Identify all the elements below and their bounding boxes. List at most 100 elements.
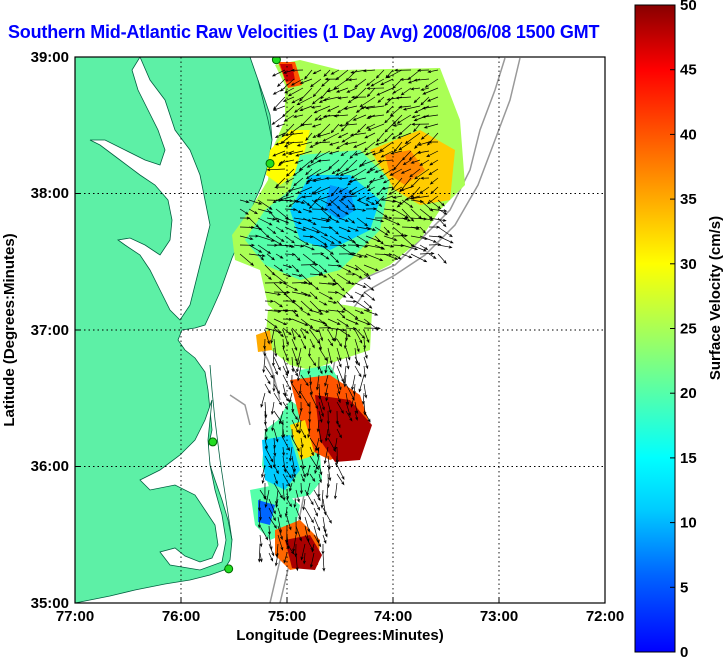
velocity-vector (345, 392, 350, 406)
velocity-vector (295, 150, 313, 157)
velocity-vector (401, 208, 415, 222)
velocity-vector (291, 329, 296, 341)
velocity-vector (338, 208, 349, 215)
velocity-vector (320, 208, 332, 219)
velocity-vector (345, 282, 356, 286)
velocity-vector (324, 356, 329, 374)
velocity-vector (347, 207, 358, 211)
velocity-vector (356, 208, 367, 212)
velocity-vector (402, 105, 421, 111)
velocity-vector (363, 141, 376, 151)
velocity-vector (326, 87, 340, 93)
velocity-vector (273, 392, 282, 406)
velocity-vector (365, 207, 378, 211)
velocity-vector (410, 186, 421, 199)
velocity-vector (311, 226, 329, 237)
velocity-vector (305, 132, 313, 141)
velocity-vector (272, 150, 286, 157)
velocity-vector (261, 464, 266, 478)
y-axis-label: Latitude (Degrees:Minutes) (1, 233, 18, 426)
velocity-vector (353, 141, 367, 148)
velocity-vector (282, 473, 291, 488)
velocity-vector (427, 140, 439, 144)
velocity-vector (257, 244, 272, 255)
velocity-vector (363, 326, 381, 330)
velocity-vector (345, 347, 351, 361)
velocity-vector (327, 329, 335, 342)
velocity-vector (365, 226, 377, 231)
velocity-vector (300, 123, 313, 127)
velocity-vector (336, 327, 351, 338)
velocity-vector (364, 150, 376, 156)
velocity-vector (295, 507, 301, 521)
velocity-vector (437, 244, 453, 249)
velocity-vector (264, 437, 268, 450)
velocity-vector (362, 69, 376, 73)
velocity-vector (392, 78, 403, 89)
velocity-vector (268, 516, 277, 529)
velocity-vector (345, 309, 359, 320)
velocity-vector (318, 309, 330, 313)
velocity-vector (329, 244, 347, 248)
velocity-vector (318, 291, 334, 300)
velocity-vector (313, 507, 318, 517)
velocity-vector (296, 356, 302, 373)
velocity-vector (345, 401, 351, 417)
velocity-vector (336, 392, 341, 404)
velocity-vector (273, 428, 279, 443)
velocity-vector (324, 383, 329, 397)
velocity-vector (299, 78, 313, 84)
velocity-vector (356, 199, 370, 206)
velocity-vector (336, 347, 342, 362)
colorbar-label: Surface Velocity (cm/s) (707, 216, 724, 380)
velocity-vector (248, 244, 263, 253)
velocity-vector (349, 150, 358, 160)
velocity-vector (266, 253, 276, 261)
velocity-vector (421, 114, 439, 119)
velocity-vector (320, 235, 335, 245)
velocity-vector (384, 114, 394, 124)
velocity-vector (363, 309, 379, 316)
velocity-vector (341, 195, 358, 199)
velocity-vector (327, 309, 346, 314)
velocity-vector (309, 473, 316, 482)
velocity-vector (419, 226, 427, 234)
velocity-vector (310, 105, 322, 109)
velocity-vector (407, 69, 421, 81)
velocity-vector (382, 177, 394, 184)
velocity-vector (309, 291, 318, 300)
velocity-vector (262, 356, 266, 374)
velocity-vector (318, 410, 323, 424)
velocity-vector (383, 253, 399, 260)
velocity-vector (330, 69, 340, 75)
velocity-vector (302, 235, 314, 239)
velocity-vector (392, 253, 402, 260)
velocity-vector (369, 159, 385, 171)
velocity-vector (354, 318, 371, 326)
velocity-vector (385, 105, 394, 114)
velocity-vector (264, 318, 278, 329)
velocity-vector (302, 217, 317, 225)
velocity-vector (334, 329, 338, 342)
velocity-vector (367, 123, 385, 131)
velocity-vector (414, 141, 421, 150)
velocity-vector (324, 176, 340, 180)
velocity-vector (300, 392, 310, 408)
velocity-vector (264, 383, 271, 395)
velocity-vector (363, 356, 369, 370)
velocity-vector (402, 159, 412, 166)
velocity-vector (424, 78, 439, 88)
velocity-vector (320, 253, 330, 260)
velocity-vector (345, 410, 353, 422)
velocity-vector (284, 217, 302, 225)
velocity-vector (347, 78, 358, 82)
colorbar-tick-label: 5 (680, 579, 688, 596)
velocity-vector (338, 235, 357, 243)
velocity-vector (354, 365, 362, 378)
velocity-vector (318, 428, 323, 444)
velocity-vector (282, 428, 286, 439)
velocity-vector (275, 217, 290, 224)
velocity-vector (313, 534, 322, 548)
x-axis-ticks: 77:00 76:00 75:00 74:00 73:00 72:00 (56, 597, 624, 625)
velocity-vector (321, 78, 331, 87)
